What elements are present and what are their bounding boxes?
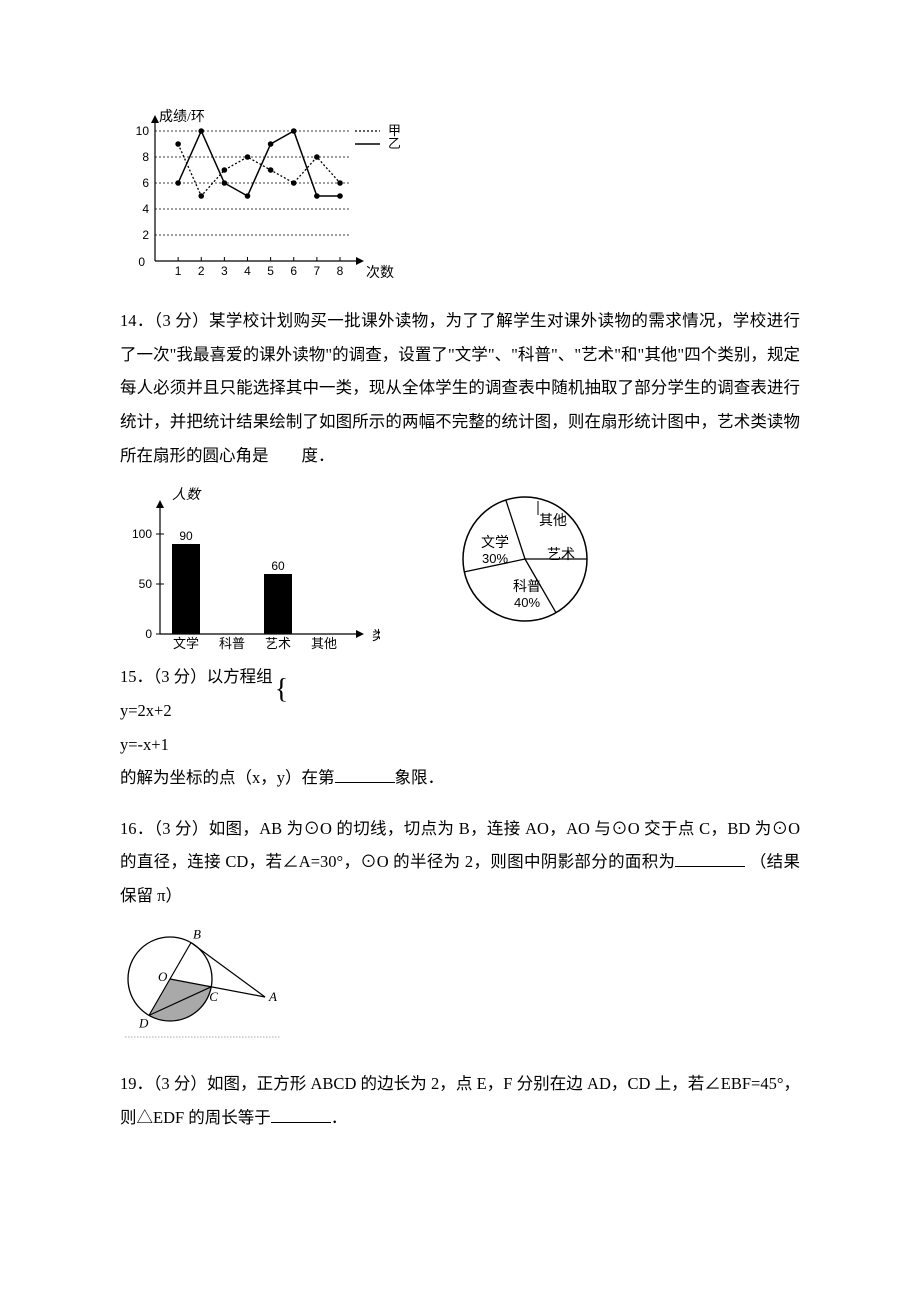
q15-text: 15．（3 分）以方程组 (120, 660, 800, 694)
svg-text:B: B (193, 927, 201, 942)
document-page: 成绩/环次数024681012345678甲乙 14．（3 分）某学校计划购买一… (0, 0, 920, 1175)
q15-eq-top: y=2x+2 (120, 694, 800, 728)
svg-text:8: 8 (337, 264, 344, 278)
svg-text:7: 7 (314, 264, 321, 278)
q16-blank (675, 850, 745, 868)
svg-text:40%: 40% (514, 595, 540, 610)
svg-text:30%: 30% (482, 551, 508, 566)
svg-text:次数: 次数 (366, 265, 394, 281)
q14-text: 14．（3 分）某学校计划购买一批课外读物，为了了解学生对课外读物的需求情况，学… (120, 304, 800, 473)
svg-text:艺术: 艺术 (547, 547, 575, 563)
q15-prefix: 15．（3 分）以方程组 (120, 667, 273, 686)
svg-text:C: C (209, 989, 218, 1004)
svg-text:科普: 科普 (513, 579, 541, 595)
svg-text:其他: 其他 (311, 636, 337, 651)
svg-text:0: 0 (138, 255, 145, 269)
svg-text:类别: 类别 (372, 628, 380, 643)
svg-text:1: 1 (175, 264, 182, 278)
svg-text:6: 6 (142, 176, 149, 190)
svg-text:60: 60 (271, 559, 285, 573)
svg-text:文学: 文学 (481, 535, 509, 551)
svg-text:文学: 文学 (173, 636, 199, 651)
q16-circle-diagram: O B A C D (120, 919, 800, 1061)
svg-text:90: 90 (179, 529, 193, 543)
svg-text:O: O (158, 969, 168, 984)
svg-text:50: 50 (139, 577, 153, 591)
q14-pie-chart: 文学30% 其他艺术科普40% (430, 479, 620, 639)
q13-line-chart: 成绩/环次数024681012345678甲乙 (120, 106, 800, 298)
svg-text:成绩/环: 成绩/环 (159, 109, 205, 125)
q15-suffix-b: 象限． (395, 768, 445, 787)
q15-suffix-a: 的解为坐标的点（x，y）在第 (120, 768, 335, 787)
q14-charts: 人数类别05010090文学科普60艺术其他 文学30%其他艺术科普40% (120, 479, 800, 654)
q19-text: 19．（3 分）如图，正方形 ABCD 的边长为 2，点 E，F 分别在边 AD… (120, 1067, 800, 1135)
svg-text:0: 0 (145, 627, 152, 641)
svg-text:A: A (268, 989, 277, 1004)
q15-blank (335, 766, 395, 784)
svg-text:8: 8 (142, 150, 149, 164)
svg-text:5: 5 (267, 264, 274, 278)
q15-eq-bot: y=-x+1 (120, 728, 800, 762)
svg-text:3: 3 (221, 264, 228, 278)
svg-text:乙: 乙 (388, 136, 400, 151)
svg-text:人数: 人数 (172, 487, 202, 503)
svg-text:100: 100 (132, 527, 152, 541)
svg-text:6: 6 (290, 264, 297, 278)
svg-text:其他: 其他 (539, 513, 567, 529)
svg-text:艺术: 艺术 (265, 636, 291, 651)
svg-text:10: 10 (136, 124, 150, 138)
svg-text:D: D (138, 1015, 149, 1030)
svg-text:4: 4 (142, 202, 149, 216)
svg-text:2: 2 (198, 264, 205, 278)
q19-blank (271, 1105, 331, 1123)
q19-line: 19．（3 分）如图，正方形 ABCD 的边长为 2，点 E，F 分别在边 AD… (120, 1074, 800, 1127)
svg-text:4: 4 (244, 264, 251, 278)
q19-tail: ． (331, 1108, 348, 1127)
q16-text: 16．（3 分）如图，AB 为⊙O 的切线，切点为 B，连接 AO，AO 与⊙O… (120, 812, 800, 913)
q14-bar-chart: 人数类别 0 50 100 90 文学 科普 60 艺术 其他 (120, 479, 380, 654)
svg-text:科普: 科普 (219, 636, 245, 651)
svg-text:2: 2 (142, 228, 149, 242)
